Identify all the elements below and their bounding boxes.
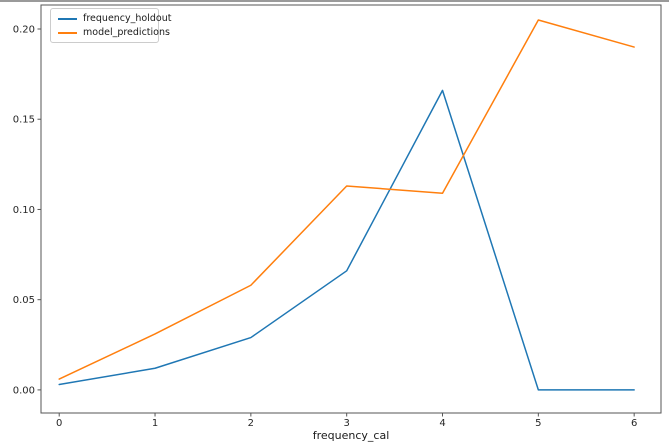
legend-label-frequency-holdout: frequency_holdout	[83, 13, 172, 24]
series-line-frequency-holdout	[58, 89, 635, 391]
y-tick-label: 0.20	[13, 25, 35, 36]
legend: frequency_holdout model_predictions	[50, 8, 171, 43]
series-line-model-predictions	[58, 19, 635, 380]
legend-label-model-predictions: model_predictions	[83, 27, 170, 38]
y-tick-label: 0.00	[13, 385, 35, 396]
x-tick-label: 2	[248, 418, 254, 429]
x-axis-label: frequency_cal	[312, 429, 390, 442]
x-tick-label: 5	[535, 418, 541, 429]
plot-frame	[40, 4, 662, 414]
x-tick-label: 1	[152, 418, 158, 429]
legend-item-frequency-holdout: frequency_holdout	[58, 13, 171, 24]
y-tick-label: 0.15	[13, 115, 35, 126]
y-tick-label: 0.10	[13, 205, 35, 216]
legend-line-sample-orange	[58, 31, 77, 34]
legend-item-model-predictions: model_predictions	[58, 27, 170, 38]
y-tick-label: 0.05	[13, 295, 35, 306]
x-tick-label: 3	[344, 418, 350, 429]
x-tick-label: 6	[631, 418, 637, 429]
x-tick-label: 0	[56, 418, 62, 429]
x-tick-label: 4	[439, 418, 445, 429]
legend-line-sample-blue	[58, 17, 77, 20]
